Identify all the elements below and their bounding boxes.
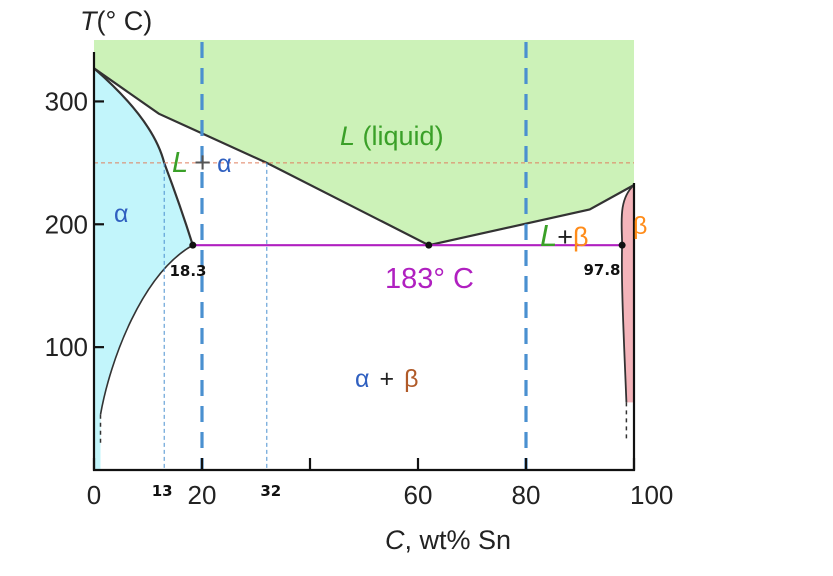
eutectic-point <box>425 241 433 249</box>
alpha-region <box>94 68 193 471</box>
beta-min-point <box>618 241 626 249</box>
beta-boundary-line <box>620 184 635 403</box>
y-tick-label-300: 300 <box>45 86 88 116</box>
y-ticks: 100 200 300 <box>45 86 104 362</box>
label-13: 13 <box>152 482 173 500</box>
solvus-alpha-line <box>99 244 194 415</box>
alpha-max-label: 18.3 <box>169 262 206 280</box>
liquid-alpha-label: L + α <box>172 147 232 179</box>
x-tick-label-0: 0 <box>87 480 101 510</box>
x-ticks: 0 20 60 80 100 <box>87 458 673 510</box>
x-tick-label-80: 80 <box>512 480 541 510</box>
y-axis-title: T(° C) <box>80 6 152 36</box>
alpha-beta-label: α + β <box>355 365 418 393</box>
beta-min-label: 97.8 <box>583 261 620 279</box>
eutectic-label: 183° C <box>385 263 474 295</box>
x-axis-title: C, wt% Sn <box>385 525 511 555</box>
liquid-beta-label: L+β <box>540 218 589 253</box>
x-tick-label-60: 60 <box>404 480 433 510</box>
liquidus-line <box>93 67 635 247</box>
x-tick-label-100: 100 <box>630 480 673 510</box>
liquid-label: L (liquid) <box>340 121 444 151</box>
y-tick-label-200: 200 <box>45 209 88 239</box>
alpha-max-point <box>189 241 197 249</box>
alpha-label: α <box>114 200 128 228</box>
beta-label: β <box>633 212 647 240</box>
liquid-region <box>94 40 634 246</box>
y-tick-label-100: 100 <box>45 332 88 362</box>
label-32: 32 <box>260 482 281 500</box>
x-tick-label-20: 20 <box>188 480 217 510</box>
